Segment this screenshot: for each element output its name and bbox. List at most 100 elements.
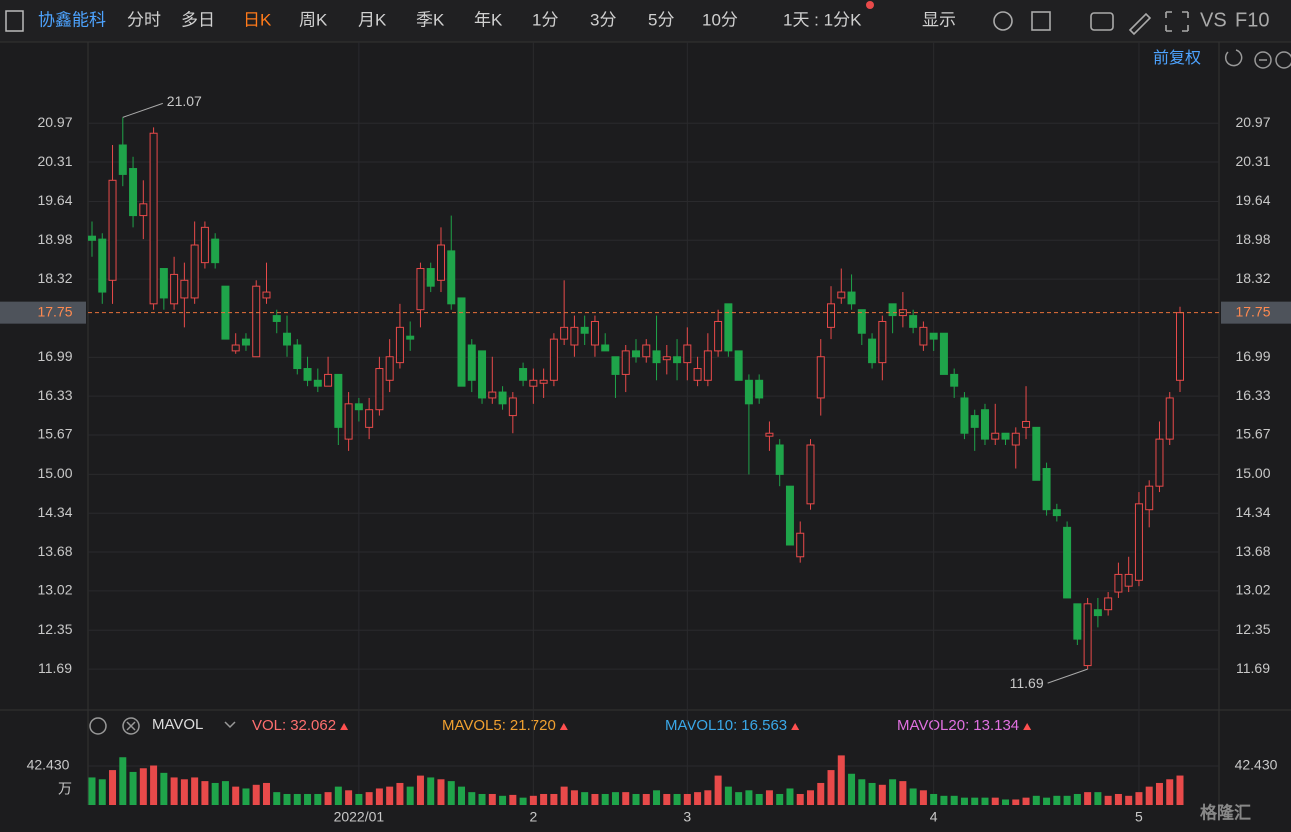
sidebar-toggle[interactable]: [5, 10, 24, 32]
volume-bar: [1053, 795, 1061, 805]
volume-bar: [324, 792, 332, 805]
candle-body: [673, 356, 682, 364]
volume-bar: [622, 792, 630, 805]
indicator-value: 32.062: [290, 717, 336, 734]
volume-bar: [570, 790, 578, 805]
candle-body: [231, 344, 240, 352]
adjust-toggle[interactable]: 前复权: [1153, 49, 1201, 67]
volume-bar: [889, 779, 897, 805]
reset-icon[interactable]: [1224, 49, 1243, 67]
volume-bar: [1012, 799, 1020, 805]
candle-body: [744, 379, 753, 405]
volume-bar: [724, 786, 732, 805]
volume-bar: [591, 793, 599, 805]
indicator-value: 16.563: [741, 717, 787, 734]
candle-body: [436, 244, 445, 281]
dropdown-icon[interactable]: [224, 721, 236, 729]
watermark: 格隆汇: [1200, 802, 1251, 822]
y-tick-label: 13.02: [1235, 582, 1270, 598]
volume-bar: [170, 777, 178, 805]
volume-bar: [796, 793, 804, 805]
y-tick-label: 15.00: [37, 465, 72, 481]
period-select[interactable]: 1天 : 1分K: [783, 10, 862, 29]
volume-bar: [745, 790, 753, 805]
volume-bar: [232, 786, 240, 805]
volume-bar: [1135, 792, 1143, 805]
volume-bar: [1094, 792, 1102, 805]
candle-body: [1083, 603, 1092, 667]
y-tick-label: 14.34: [37, 504, 72, 520]
candle-body: [1155, 438, 1164, 487]
volume-bar: [714, 775, 722, 805]
volume-bar: [786, 788, 794, 805]
period-tab[interactable]: 1分: [532, 10, 558, 29]
candle-body: [929, 332, 938, 340]
volume-bar: [1043, 797, 1051, 805]
period-tab[interactable]: 季K: [416, 10, 445, 29]
y-tick-label: 18.32: [37, 270, 72, 286]
indicator-name[interactable]: MAVOL: [152, 716, 203, 733]
candle-body: [611, 356, 620, 375]
volume-bar: [858, 779, 866, 805]
volume-bar: [283, 793, 291, 805]
candle-body: [1165, 397, 1174, 440]
volume-bar: [919, 790, 927, 805]
y-tick-label: 12.35: [1235, 621, 1270, 637]
candle-body: [457, 297, 466, 387]
candle-body: [652, 350, 661, 364]
candle-body: [662, 356, 671, 361]
period-tab[interactable]: 月K: [358, 10, 387, 29]
volume-bar: [704, 790, 712, 805]
gear-icon[interactable]: [993, 11, 1013, 31]
camera-icon[interactable]: [1090, 12, 1114, 31]
candle-body: [519, 368, 528, 381]
volume-bar: [386, 786, 394, 805]
close-icon[interactable]: [122, 717, 140, 735]
settings-icon[interactable]: [89, 717, 107, 735]
period-tab[interactable]: 3分: [590, 10, 616, 29]
volume-bar: [160, 772, 168, 805]
volume-bar: [878, 784, 886, 805]
volume-bar: [560, 786, 568, 805]
volume-bar: [334, 786, 342, 805]
period-tab[interactable]: 5分: [648, 10, 674, 29]
f10-button[interactable]: F10: [1235, 9, 1269, 31]
period-tab[interactable]: 分时: [127, 10, 161, 29]
volume-bar: [1125, 795, 1133, 805]
zoom-in-icon[interactable]: [1275, 51, 1291, 69]
volume-bar: [827, 770, 835, 805]
volume-bar: [540, 793, 548, 805]
fullscreen-icon[interactable]: [1165, 11, 1189, 32]
pen-icon[interactable]: [1128, 12, 1152, 36]
volume-bar: [468, 792, 476, 805]
up-arrow: [791, 723, 800, 730]
volume-bar: [304, 793, 312, 805]
y-tick-label: 18.98: [1235, 231, 1270, 247]
volume-bar: [899, 781, 907, 805]
volume-bar: [930, 793, 938, 805]
candle-body: [118, 144, 127, 175]
volume-bar: [1084, 792, 1092, 805]
period-tab[interactable]: 多日: [181, 10, 215, 29]
indicator-label: VOL:: [252, 717, 286, 734]
period-tab[interactable]: 年K: [474, 10, 503, 29]
volume-bar: [150, 765, 158, 805]
volume-bar: [550, 793, 558, 805]
period-tab[interactable]: 周K: [299, 10, 328, 29]
y-tick-label: 19.64: [37, 192, 72, 208]
candle-body: [837, 291, 846, 299]
volume-bar: [1073, 793, 1081, 805]
candle-body: [426, 268, 435, 287]
volume-bar: [180, 779, 188, 805]
y-tick-label: 13.68: [37, 543, 72, 559]
zoom-out-icon[interactable]: [1254, 51, 1272, 69]
box-icon[interactable]: [1031, 11, 1051, 31]
period-tab[interactable]: 10分: [702, 10, 738, 29]
period-tab[interactable]: 日K: [243, 10, 272, 29]
y-tick-label: 12.35: [37, 621, 72, 637]
stock-name[interactable]: 协鑫能科: [38, 10, 106, 29]
candle-body: [416, 268, 425, 311]
candle-body: [1022, 420, 1031, 428]
vs-button[interactable]: VS: [1200, 9, 1227, 31]
display-menu[interactable]: 显示: [922, 10, 956, 29]
